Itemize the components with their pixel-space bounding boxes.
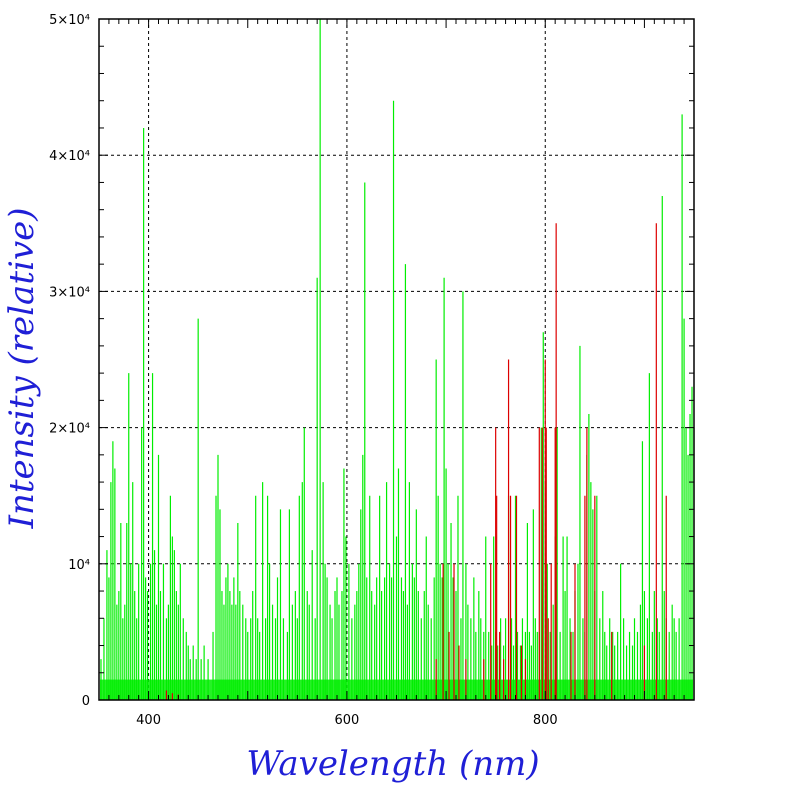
y-tick-label: 0 — [82, 694, 90, 709]
y-tick-label: 4×10⁴ — [49, 149, 90, 164]
x-axis-title: Wavelength (nm) — [246, 744, 539, 784]
y-tick-label: 5×10⁴ — [49, 13, 90, 28]
spectrum-series-1 — [165, 223, 667, 700]
y-tick-label: 2×10⁴ — [49, 422, 90, 437]
axis-ticks — [98, 18, 695, 701]
x-tick-label: 800 — [533, 713, 558, 728]
y-tick-label: 3×10⁴ — [49, 285, 90, 300]
y-tick-label: 10⁴ — [68, 558, 90, 573]
y-axis-title: Intensity (relative) — [2, 208, 42, 530]
x-tick-label: 600 — [335, 713, 360, 728]
tick-labels: 400 600 800 0 10⁴ 2×10⁴ 3×10⁴ 4×10⁴ 5×10⁴ — [49, 13, 558, 728]
x-tick-label: 400 — [136, 713, 161, 728]
